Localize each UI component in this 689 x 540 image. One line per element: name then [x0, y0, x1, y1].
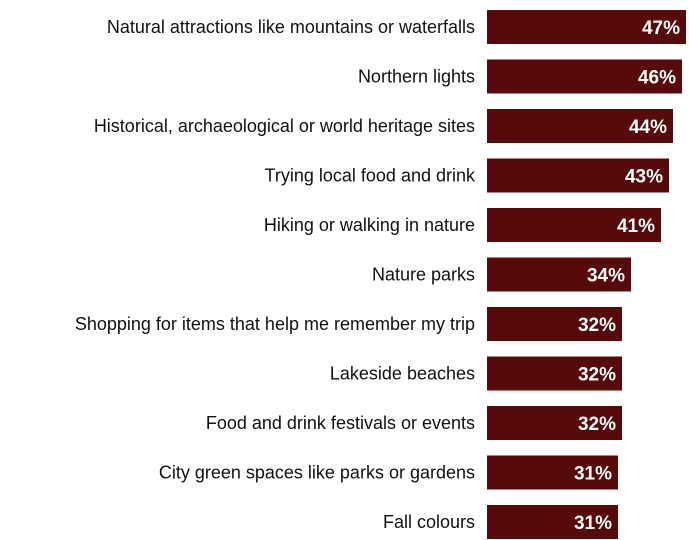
value-label: 32%: [578, 365, 616, 386]
category-label: Natural attractions like mountains or wa…: [107, 17, 475, 37]
bar: [487, 109, 673, 143]
bar: [487, 10, 686, 44]
category-label: Trying local food and drink: [265, 166, 476, 186]
category-label: Food and drink festivals or events: [206, 413, 475, 433]
bar: [487, 59, 682, 94]
value-label: 44%: [629, 117, 667, 138]
bar: [487, 356, 622, 391]
category-label: Historical, archaeological or world heri…: [94, 116, 475, 136]
category-label: Hiking or walking in nature: [264, 215, 475, 235]
bar: [487, 307, 622, 341]
category-label: Nature parks: [372, 265, 475, 285]
bar: [487, 505, 618, 539]
value-label: 34%: [587, 266, 625, 287]
bar: [487, 158, 669, 193]
value-label: 46%: [638, 68, 676, 89]
category-label: Northern lights: [358, 67, 475, 87]
value-label: 32%: [578, 315, 616, 336]
bar: [487, 208, 661, 242]
bar: [487, 455, 618, 490]
value-label: 43%: [625, 167, 663, 188]
category-label: Shopping for items that help me remember…: [75, 314, 475, 334]
value-label: 41%: [617, 216, 655, 237]
category-label: Fall colours: [383, 512, 475, 532]
category-label: Lakeside beaches: [330, 364, 475, 384]
bar: [487, 257, 631, 292]
value-label: 31%: [574, 513, 612, 534]
bar: [487, 406, 622, 440]
value-label: 31%: [574, 464, 612, 485]
value-label: 32%: [578, 414, 616, 435]
category-label: City green spaces like parks or gardens: [159, 463, 475, 483]
value-label: 47%: [642, 18, 680, 39]
